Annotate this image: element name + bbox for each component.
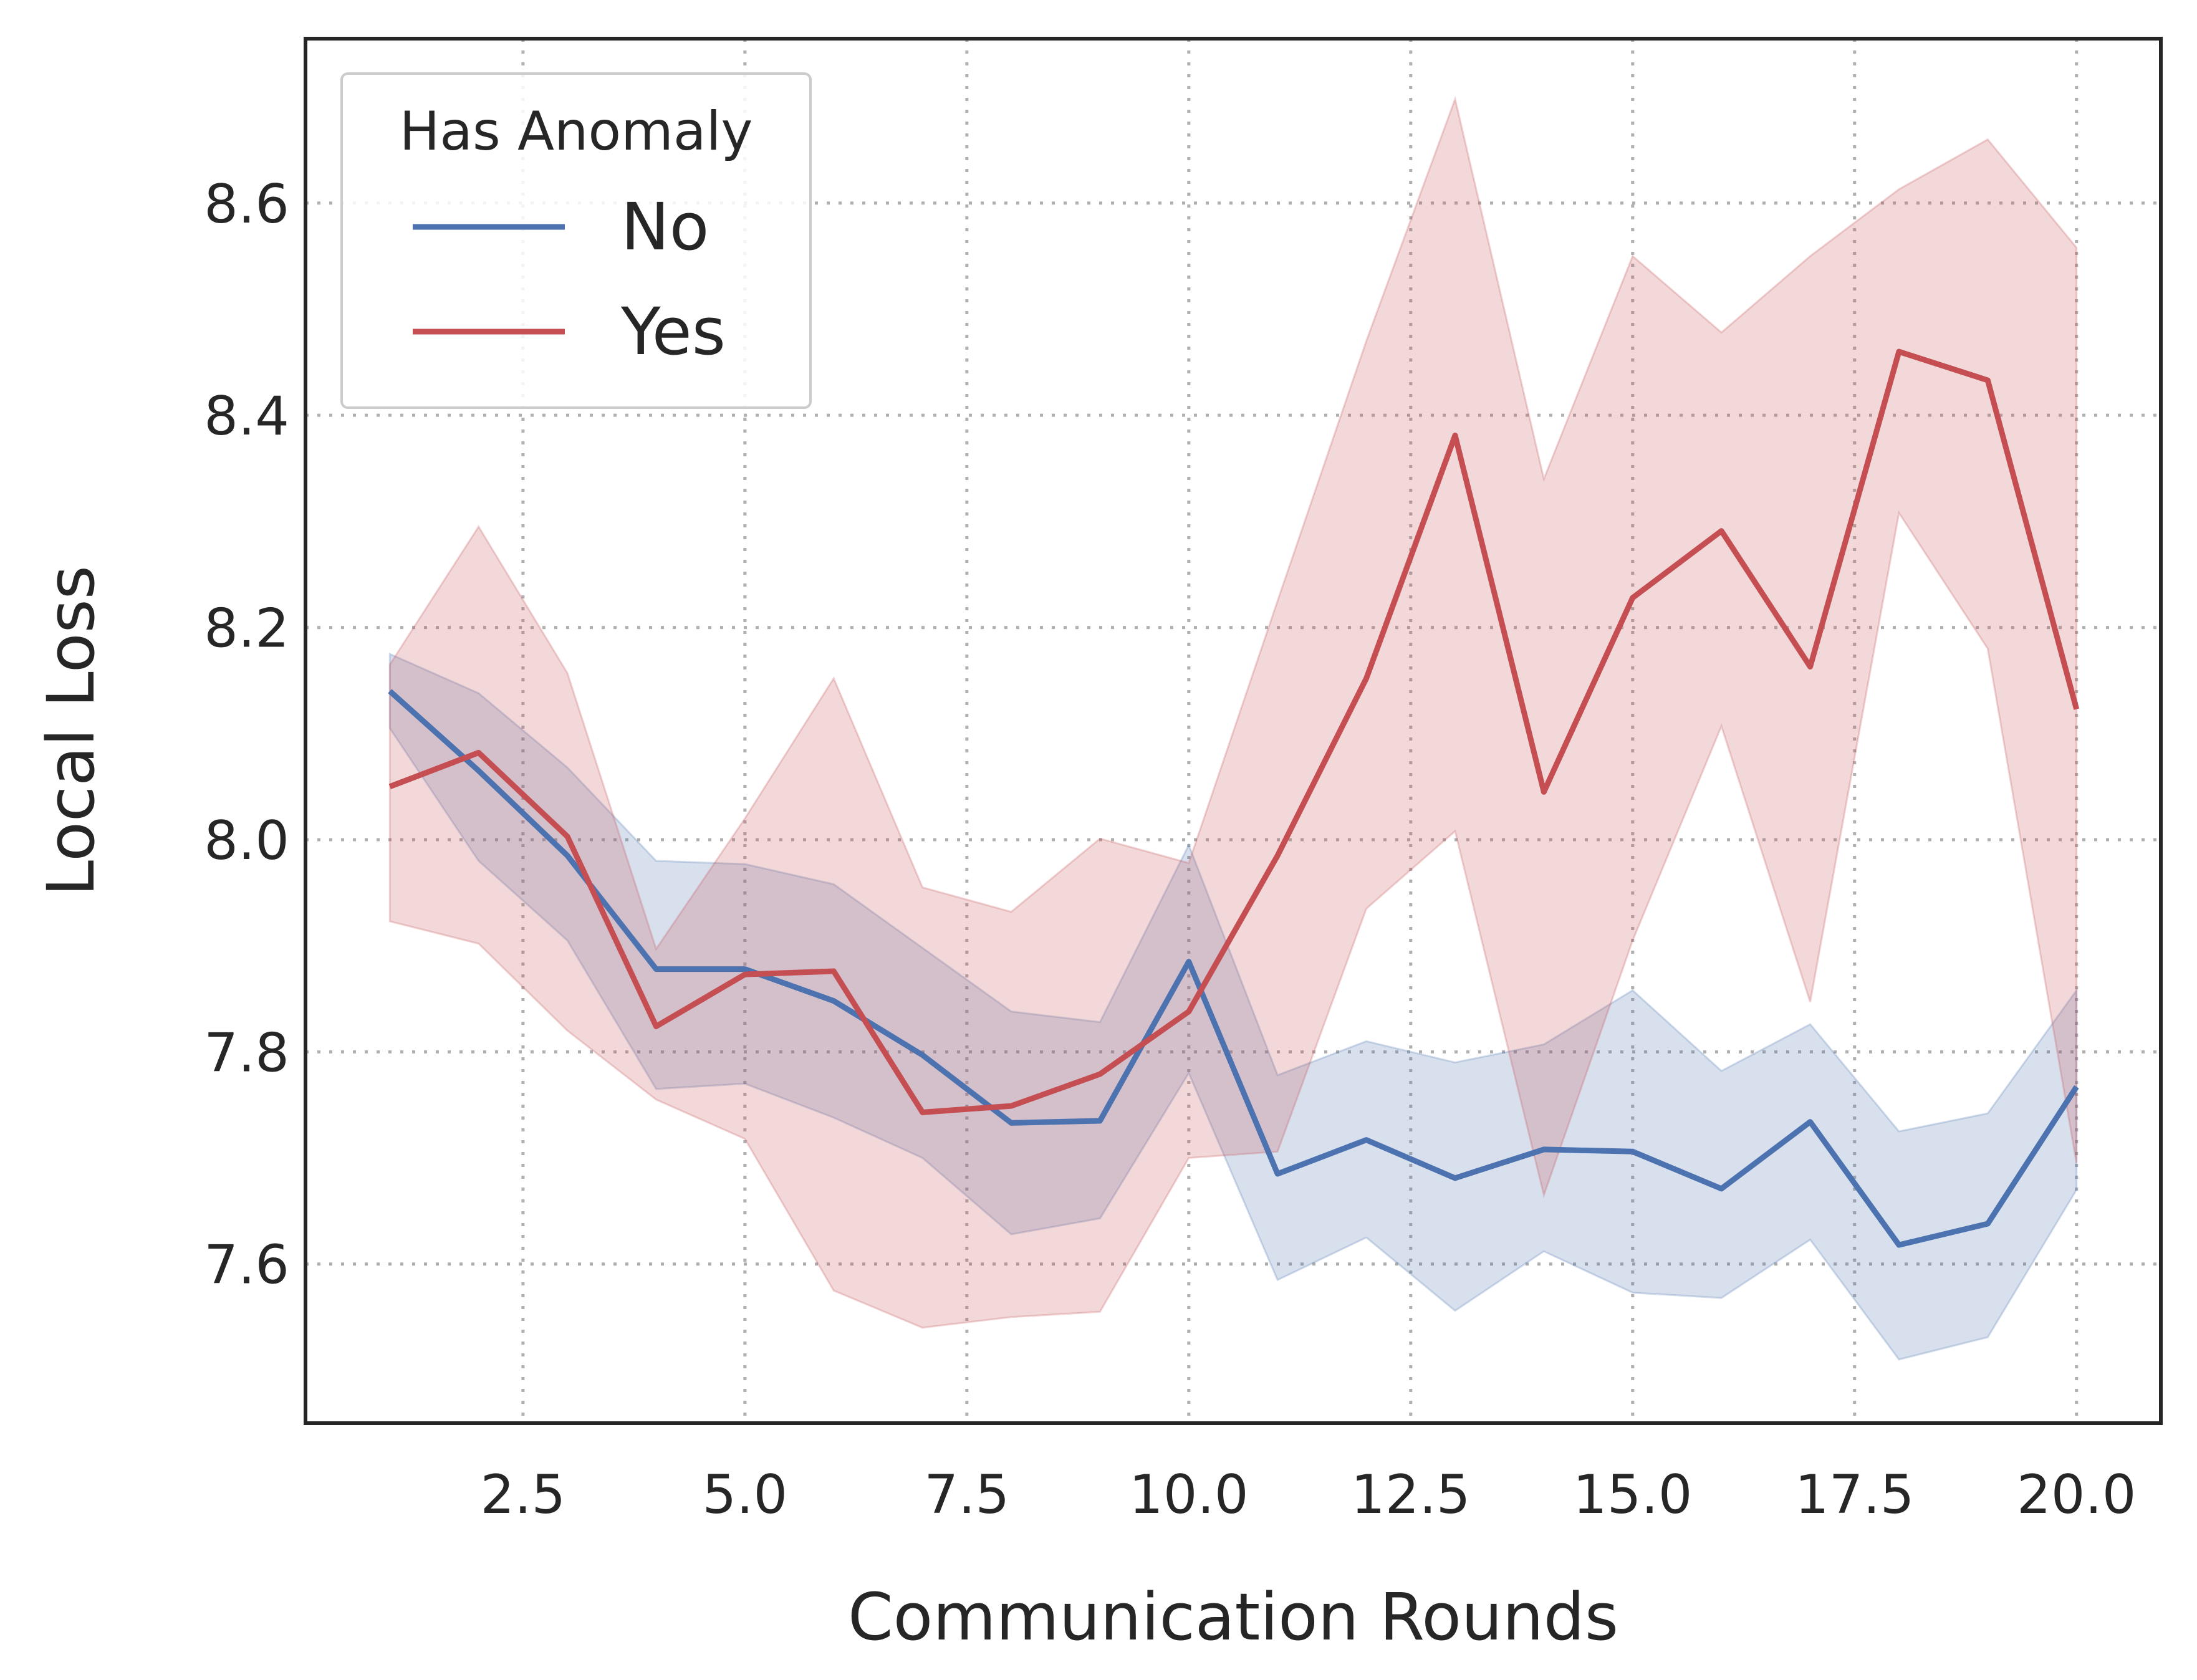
x-tick-label: 20.0 [2017, 1464, 2136, 1526]
x-tick-label: 2.5 [480, 1464, 565, 1526]
x-tick-label: 7.5 [924, 1464, 1009, 1526]
x-tick-label: 10.0 [1129, 1464, 1248, 1526]
confidence-band-yes [388, 95, 2078, 1329]
legend-items: No Yes [413, 189, 726, 370]
x-tick-label: 17.5 [1795, 1464, 1914, 1526]
confidence-band-no [388, 652, 2078, 1361]
y-tick-labels: 7.6 7.8 8.0 8.2 8.4 8.6 [204, 173, 289, 1297]
y-tick-label: 8.4 [204, 385, 289, 448]
plot-frame [304, 37, 2163, 1425]
y-tick-label: 8.0 [204, 810, 289, 872]
confidence-bands [388, 95, 2078, 1361]
y-axis-label: Local Loss [33, 565, 109, 896]
x-axis-label: Communication Rounds [848, 1579, 1618, 1655]
y-tick-label: 8.2 [204, 598, 289, 660]
x-tick-labels: 2.5 5.0 7.5 10.0 12.5 15.0 17.5 20.0 [480, 1464, 2136, 1526]
x-tick-label: 5.0 [702, 1464, 787, 1526]
legend-label-yes: Yes [620, 294, 726, 370]
legend-box [340, 72, 812, 409]
series-line-yes [388, 348, 2080, 1115]
y-tick-label: 8.6 [204, 173, 289, 236]
y-tick-label: 7.6 [204, 1234, 289, 1297]
legend-title: Has Anomaly [400, 100, 753, 163]
series-lines [388, 348, 2080, 1248]
legend-label-no: No [621, 189, 709, 265]
y-tick-label: 7.8 [204, 1022, 289, 1084]
legend[interactable]: Has Anomaly No Yes [340, 72, 812, 409]
series-line-no [388, 689, 2079, 1248]
x-tick-label: 12.5 [1351, 1464, 1470, 1526]
x-tick-label: 15.0 [1573, 1464, 1692, 1526]
